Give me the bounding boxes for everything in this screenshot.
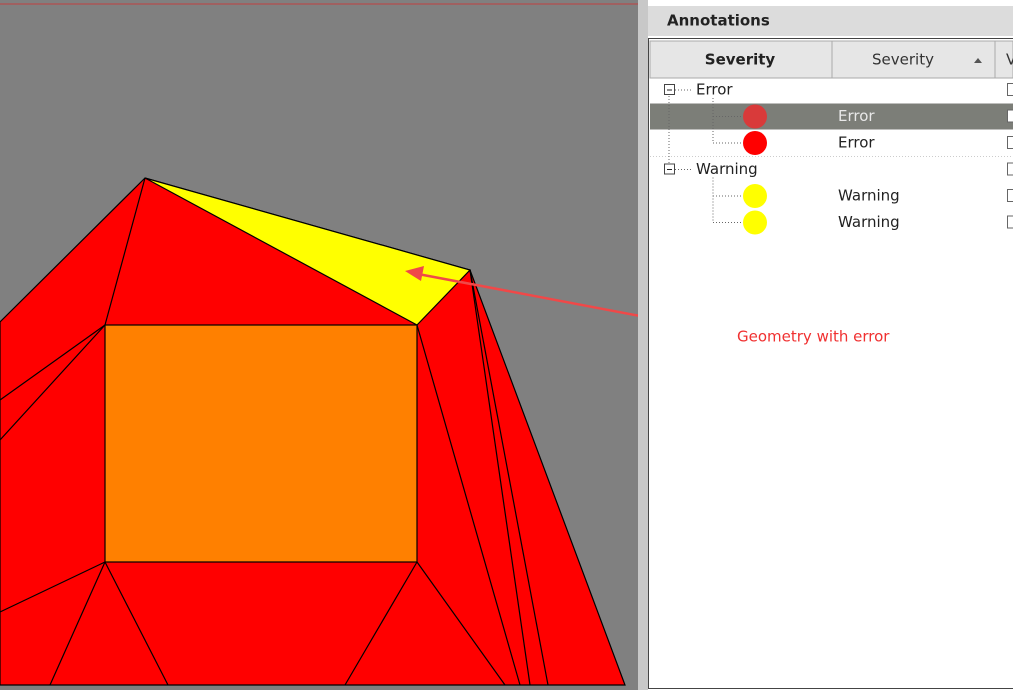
item-label[interactable]: Warning: [838, 213, 900, 231]
checkbox[interactable]: [1008, 190, 1013, 202]
column-title[interactable]: V: [1006, 51, 1013, 69]
checkbox[interactable]: [1008, 84, 1013, 96]
mesh-face: [105, 325, 417, 562]
group-label[interactable]: Error: [696, 81, 733, 99]
severity-icon: [743, 211, 767, 235]
column-title[interactable]: Severity: [705, 51, 776, 69]
item-label[interactable]: Error: [838, 134, 875, 152]
group-label[interactable]: Warning: [696, 160, 758, 178]
viewport: [0, 0, 730, 690]
checkbox[interactable]: [1008, 216, 1013, 228]
annotation-label: Geometry with error: [737, 328, 890, 346]
severity-icon: [743, 105, 767, 129]
splitter[interactable]: [638, 0, 648, 690]
item-label[interactable]: Error: [838, 107, 875, 125]
column-title[interactable]: Severity: [872, 51, 934, 69]
checkbox[interactable]: [1008, 137, 1013, 149]
item-label[interactable]: Warning: [838, 187, 900, 205]
severity-icon: [743, 184, 767, 208]
panel-title: Annotations: [667, 12, 770, 30]
checkbox[interactable]: [1008, 163, 1013, 175]
severity-icon: [743, 131, 767, 155]
selected-row[interactable]: [650, 104, 1013, 130]
checkbox[interactable]: [1008, 110, 1013, 122]
tree-table: [649, 39, 1013, 689]
